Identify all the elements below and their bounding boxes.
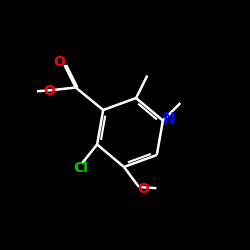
Text: O: O	[138, 182, 149, 196]
Text: N: N	[163, 112, 175, 127]
Text: Cl: Cl	[74, 161, 88, 175]
Text: O: O	[43, 84, 55, 98]
Text: O: O	[54, 55, 66, 69]
